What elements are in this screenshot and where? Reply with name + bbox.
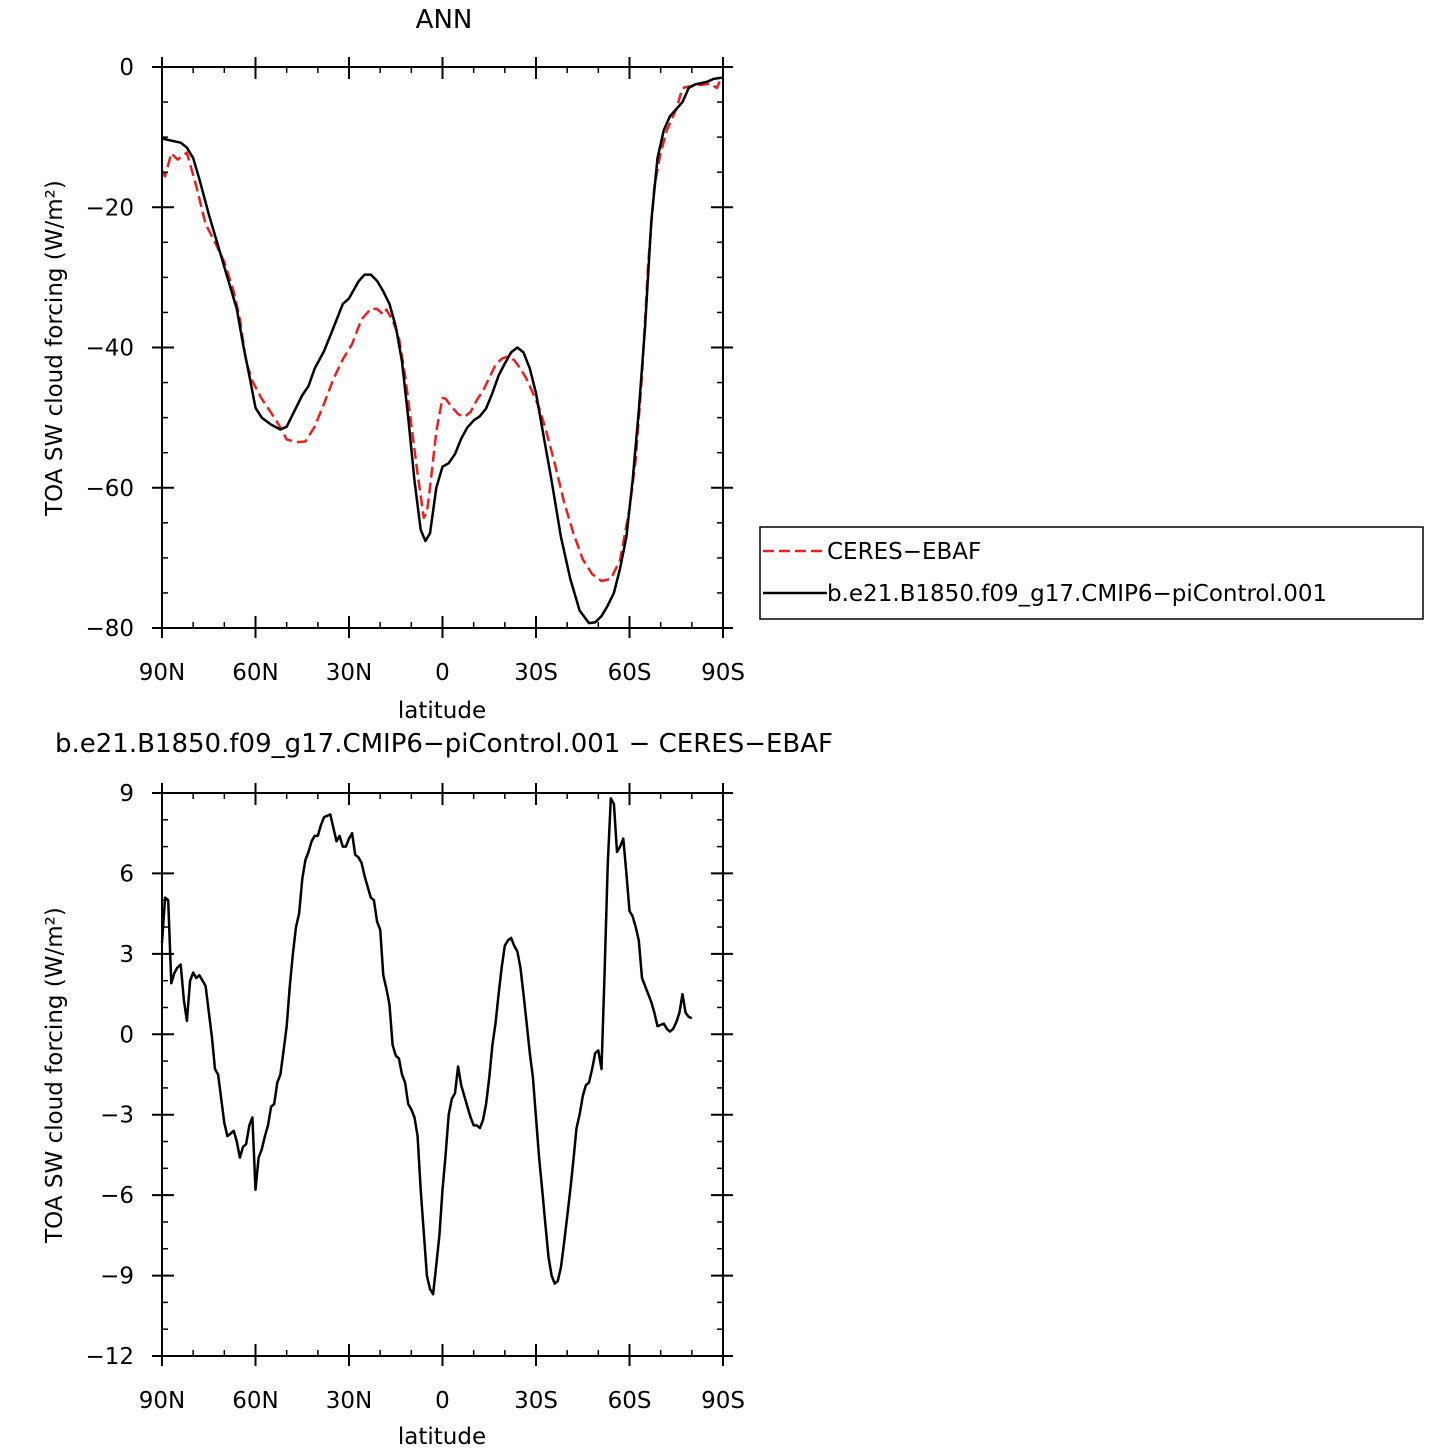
x-tick-label: 90S	[701, 660, 745, 686]
panel-title: ANN	[416, 5, 473, 35]
plot-frame	[161, 792, 724, 1357]
x-tick-label: 0	[435, 1388, 450, 1414]
x-tick-label: 60S	[608, 660, 652, 686]
difference-panel: b.e21.B1850.f09_g17.CMIP6−piControl.001 …	[42, 729, 833, 1450]
x-tick-label: 30N	[326, 660, 372, 686]
y-tick-label: 9	[119, 781, 134, 807]
x-tick-label: 60S	[608, 1388, 652, 1414]
y-tick-label: 6	[119, 861, 134, 887]
x-tick-label: 30S	[514, 660, 558, 686]
series-line-b-e21-b1850-f09-g17-cmip6-picontrol-001	[161, 76, 724, 625]
x-tick-label: 90N	[139, 660, 185, 686]
y-tick-label: −3	[100, 1103, 134, 1129]
y-tick-label: −40	[85, 336, 134, 362]
y-tick-label: 0	[119, 1022, 134, 1048]
y-axis-label: TOA SW cloud forcing (W/m²)	[42, 907, 68, 1244]
y-tick-label: −9	[100, 1264, 134, 1290]
series-line-difference	[160, 797, 693, 1296]
y-tick-label: −80	[85, 616, 134, 642]
y-tick-label: −12	[85, 1344, 134, 1370]
tick-layer: 90N 60N 30N 0 30S 60S 90S 9 6 3 0 −3 −6 −9 −12	[85, 781, 744, 1414]
y-tick-label: 0	[119, 55, 134, 81]
climatology-panel: ANN 90N 60N 30N 0 30S 60S 90S 0 −20 −40 −60 −80 lat…	[42, 5, 745, 724]
x-tick-label: 30S	[514, 1388, 558, 1414]
x-tick-label: 60N	[232, 660, 278, 686]
legend-label-model: b.e21.B1850.f09_g17.CMIP6−piControl.001	[827, 581, 1327, 607]
series-line-ceres-ebaf	[160, 78, 724, 583]
series-layer	[160, 76, 724, 625]
legend-label-ceres-ebaf: CERES−EBAF	[827, 539, 981, 565]
y-tick-label: −20	[85, 195, 134, 221]
legend: CERES−EBAF b.e21.B1850.f09_g17.CMIP6−piC…	[759, 526, 1424, 620]
x-tick-label: 90N	[139, 1388, 185, 1414]
panel-title: b.e21.B1850.f09_g17.CMIP6−piControl.001 …	[55, 729, 833, 759]
x-tick-label: 30N	[326, 1388, 372, 1414]
plot-frame	[161, 66, 724, 629]
x-axis-label: latitude	[398, 698, 486, 724]
legend-box	[759, 526, 1424, 620]
y-tick-label: −60	[85, 476, 134, 502]
y-tick-label: −6	[100, 1183, 134, 1209]
x-tick-label: 60N	[232, 1388, 278, 1414]
y-tick-label: 3	[119, 942, 134, 968]
x-tick-label: 90S	[701, 1388, 745, 1414]
tick-layer: 90N 60N 30N 0 30S 60S 90S 0 −20 −40 −60 −80	[85, 55, 744, 686]
y-axis-label: TOA SW cloud forcing (W/m²)	[42, 180, 68, 517]
x-tick-label: 0	[435, 660, 450, 686]
series-layer	[160, 797, 693, 1296]
x-axis-label: latitude	[398, 1424, 486, 1450]
